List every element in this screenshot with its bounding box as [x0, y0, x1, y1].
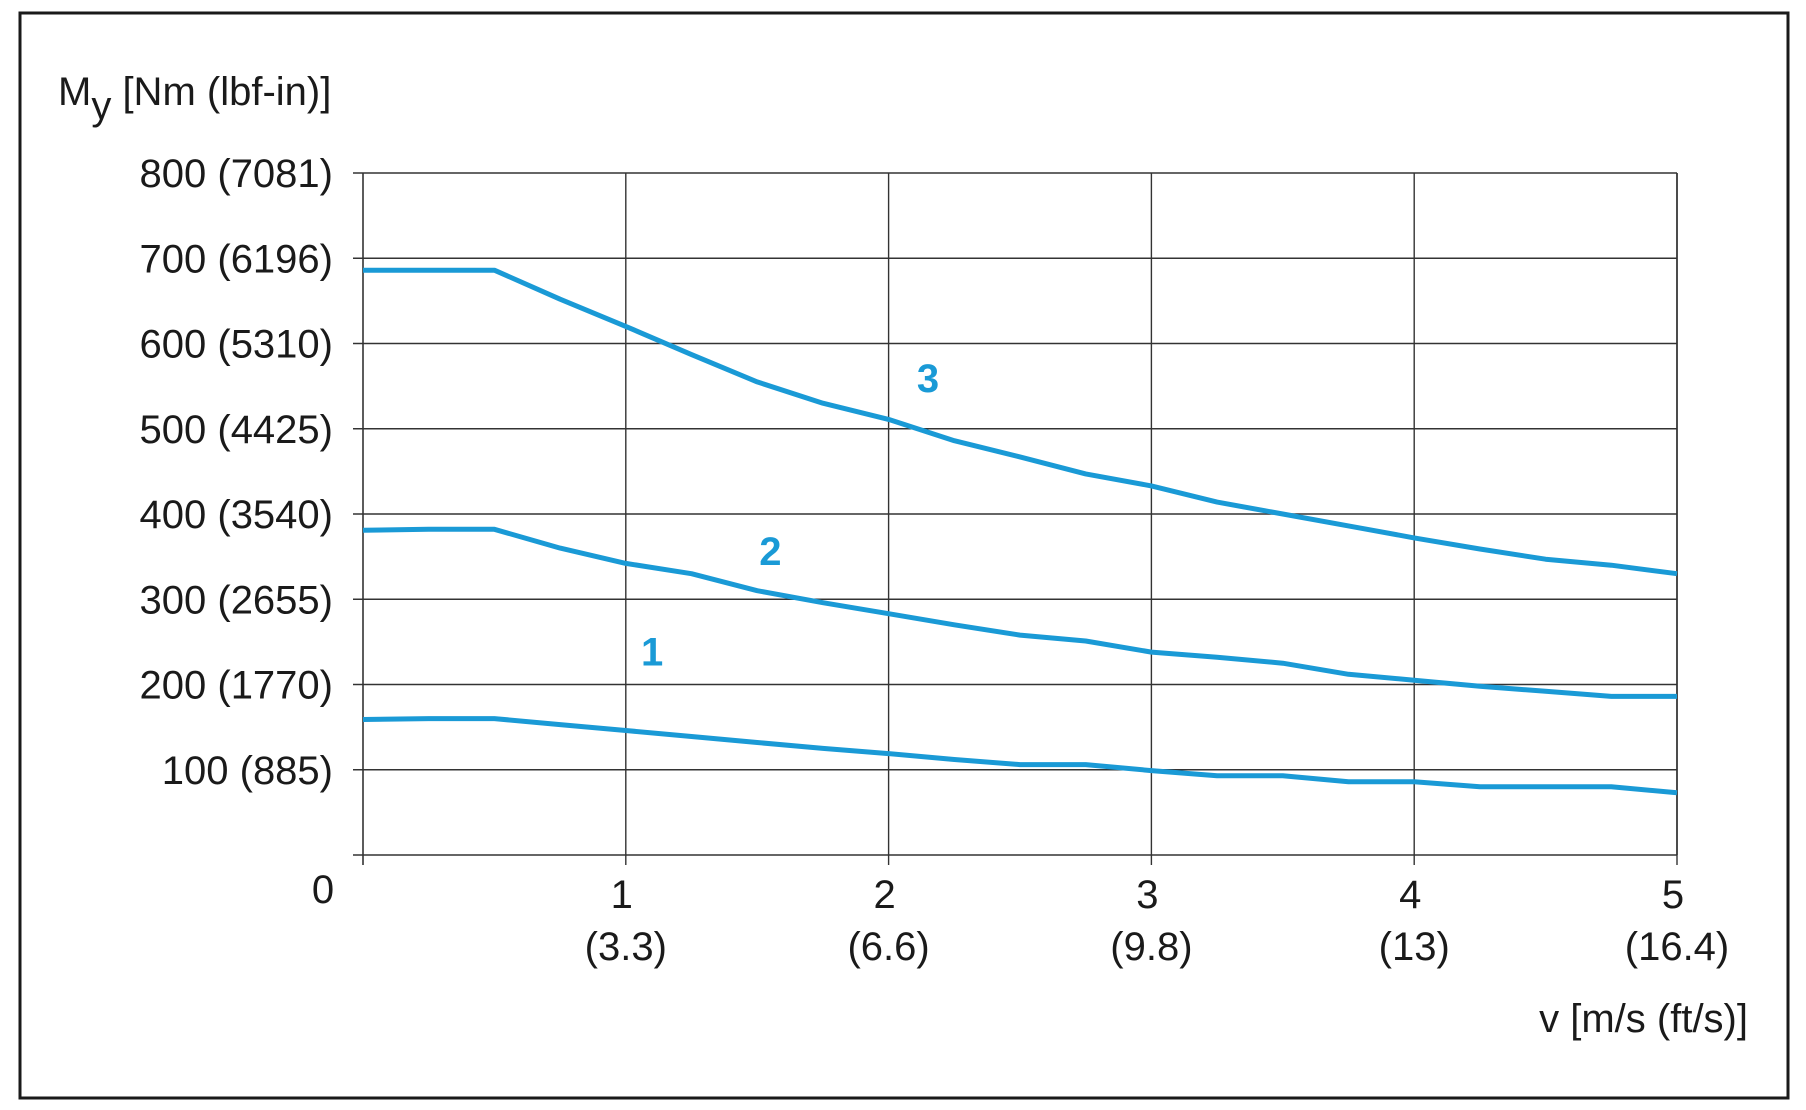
- y-tick-label: 500 (4425): [140, 408, 333, 452]
- x-tick-sublabel: (9.8): [1110, 925, 1192, 969]
- y-axis-title-main: M: [58, 70, 91, 114]
- x-tick-sublabel: (3.3): [585, 925, 667, 969]
- series-group: 1 2 3: [362, 267, 1678, 796]
- y-tick-label: 600 (5310): [140, 323, 333, 367]
- y-tick-label: 300 (2655): [140, 578, 333, 622]
- x-tick-sublabel: (13): [1379, 925, 1450, 969]
- x-tick-sublabel: (16.4): [1625, 925, 1730, 969]
- x-tick-label: 3: [1136, 873, 1158, 917]
- origin-label: 0: [312, 868, 334, 912]
- chart-frame: [18, 11, 1790, 1100]
- y-axis-title-sub: y: [91, 84, 111, 128]
- x-tick-label: 2: [873, 873, 895, 917]
- y-axis-title-rest: [Nm (lbf-in)]: [111, 70, 331, 114]
- y-tick-label: 800 (7081): [140, 152, 333, 196]
- series-line-2: [362, 526, 1677, 699]
- y-tick-label: 200 (1770): [140, 664, 333, 708]
- x-tick-label: 4: [1399, 873, 1421, 917]
- series-line-3: [363, 267, 1678, 577]
- tick-labels: 100 (885) 200 (1770) 300 (2655) 400 (3540) 5…: [140, 152, 1730, 969]
- x-tick-label: 1: [611, 873, 633, 917]
- series-label-2: 2: [759, 530, 781, 574]
- series-line-1: [362, 716, 1678, 796]
- y-tick-label: 700 (6196): [140, 237, 333, 281]
- series-label-1: 1: [641, 631, 663, 675]
- x-tick-label: 5: [1662, 873, 1684, 917]
- y-tick-label: 400 (3540): [140, 493, 333, 537]
- grid: [353, 172, 1678, 865]
- y-axis-title: My [Nm (lbf-in)]: [58, 70, 331, 128]
- x-axis-title: v [m/s (ft/s)]: [1539, 997, 1748, 1041]
- axes: [353, 173, 1678, 865]
- y-tick-label: 100 (885): [162, 749, 333, 793]
- series-label-3: 3: [917, 357, 939, 401]
- x-tick-sublabel: (6.6): [847, 925, 929, 969]
